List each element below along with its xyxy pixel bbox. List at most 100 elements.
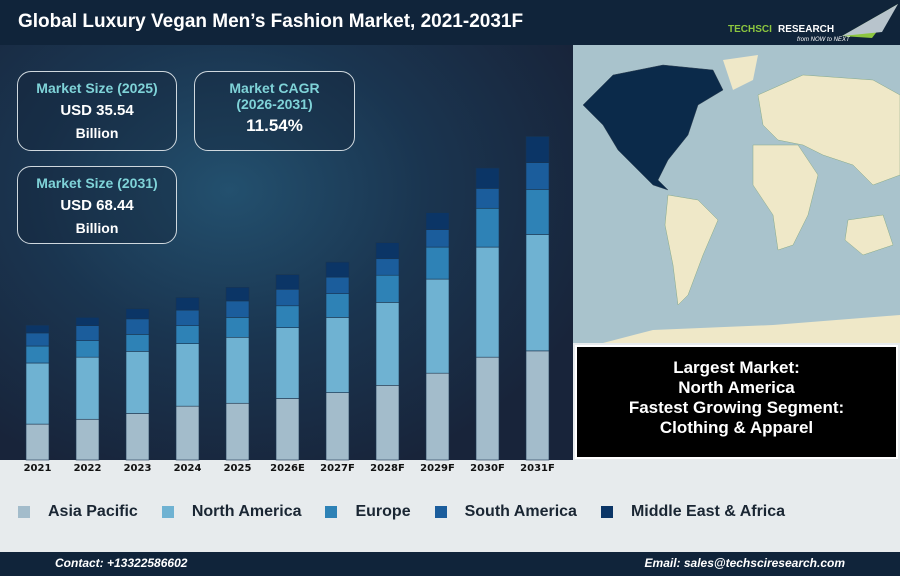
antarctica [603,315,900,343]
market-cagr-card: Market CAGR (2026-2031) 11.54% [194,71,355,151]
bar-segment-north-america-2024 [175,343,200,407]
bar-segment-middle-east-africa-2027F [325,261,350,278]
europe-asia [757,74,900,186]
legend-swatch [434,506,447,518]
svg-text:TECHSCI: TECHSCI [728,24,772,35]
bar-segment-north-america-2022 [75,356,100,420]
bar-segment-asia-pacific-2031F [525,350,550,461]
bar-segment-south-america-2027F [325,276,350,294]
bar-segment-asia-pacific-2021 [25,423,50,461]
market-size-2025-card: Market Size (2025) USD 35.54 Billion [17,71,177,151]
bar-segment-europe-2025 [225,317,250,338]
bar-segment-middle-east-africa-2022 [75,317,100,326]
bar-segment-middle-east-africa-2030F [475,167,500,189]
x-tick-label: 2021 [24,463,52,474]
legend-label: Middle East & Africa [630,503,786,520]
bar-segment-north-america-2027F [325,317,350,393]
bar-segment-south-america-2028F [375,258,400,276]
legend-item: North America [161,503,302,521]
contact-email: Email: sales@techsciresearch.com [644,556,845,570]
south-america [664,194,719,306]
bar-segment-asia-pacific-2030F [475,356,500,461]
bar-segment-asia-pacific-2026E [275,398,300,461]
x-tick-label: 2024 [174,463,202,474]
bar-segment-north-america-2025 [225,336,250,404]
card-value: 11.54% [246,116,303,135]
australia [844,214,894,256]
legend-swatch [161,506,174,518]
x-tick-label: 2023 [124,463,152,474]
card-label: Market Size (2031) [36,175,158,191]
x-tick-label: 2026E [270,463,305,474]
bar-segment-asia-pacific-2024 [175,405,200,461]
bar-segment-south-america-2024 [175,309,200,326]
card-value: USD 35.54 [60,102,134,119]
bar-segment-asia-pacific-2023 [125,413,150,461]
bar-segment-south-america-2026E [275,288,300,307]
bar-segment-middle-east-africa-2023 [125,308,150,320]
legend-label: South America [464,503,577,520]
card-label: Market CAGR [229,80,320,96]
world-map [573,45,900,343]
bar-segment-europe-2022 [75,340,100,358]
page-title: Global Luxury Vegan Men’s Fashion Market… [18,11,524,32]
bar-segment-south-america-2021 [25,332,50,347]
bar-segment-europe-2030F [475,207,500,248]
largest-market-label: Largest Market: [673,358,800,377]
bar-segment-south-america-2023 [125,318,150,335]
africa [752,144,819,251]
bar-segment-asia-pacific-2028F [375,385,400,461]
north-america-region [582,64,724,191]
bar-segment-south-america-2029F [425,229,450,248]
card-label: Market Size (2025) [36,80,158,96]
svg-text:RESEARCH: RESEARCH [778,24,834,35]
title-bar: Global Luxury Vegan Men’s Fashion Market… [0,0,900,45]
bar-segment-asia-pacific-2027F [325,392,350,461]
x-tick-label: 2022 [74,463,102,474]
contact-phone: Contact: +13322586602 [55,556,188,570]
x-tick-label: 2025 [224,463,252,474]
legend-item: Middle East & Africa [600,503,786,521]
footer: Contact: +13322586602 Email: sales@techs… [0,552,900,576]
legend-label: North America [191,503,302,520]
legend-swatch [600,506,613,518]
chart-legend: Asia Pacific North America Europe South Ame… [0,500,900,524]
bar-segment-europe-2028F [375,274,400,303]
bar-segment-middle-east-africa-2024 [175,297,200,311]
bar-segment-middle-east-africa-2029F [425,212,450,230]
bar-segment-south-america-2031F [525,162,550,190]
bar-segment-north-america-2023 [125,351,150,414]
bar-segment-europe-2029F [425,246,450,280]
largest-market-value: North America [678,378,795,397]
x-tick-label: 2027F [320,463,355,474]
bar-segment-europe-2031F [525,189,550,235]
bar-segment-middle-east-africa-2021 [25,324,50,334]
bar-segment-asia-pacific-2022 [75,418,100,461]
bar-segment-south-america-2025 [225,300,250,318]
bar-segment-europe-2026E [275,305,300,328]
legend-item: South America [434,503,577,521]
bar-segment-north-america-2030F [475,246,500,358]
bar-segment-middle-east-africa-2026E [275,274,300,290]
bar-segment-north-america-2031F [525,234,550,352]
x-tick-label: 2030F [470,463,505,474]
techsci-logo: TECHSCI RESEARCH from NOW to NEXT [728,4,898,43]
key-insights-box: Largest Market: North America Fastest Gr… [575,345,898,459]
card-value: USD 68.44 [60,197,134,214]
bar-segment-asia-pacific-2029F [425,372,450,461]
legend-swatch [325,506,338,518]
legend-swatch [18,506,30,518]
bar-segment-north-america-2021 [25,362,50,425]
x-tick-label: 2031F [520,463,555,474]
greenland [723,55,758,90]
bar-segment-europe-2027F [325,293,350,318]
bar-segment-north-america-2026E [275,327,300,399]
fastest-segment-label: Fastest Growing Segment: [628,398,845,417]
legend-item: Europe [325,503,411,521]
stacked-bar-chart: 2021 2022 2023 2024 2025 2026E 2027F 2028F 2029F… [24,136,555,474]
card-unit: Billion [75,125,119,141]
bar-segment-middle-east-africa-2025 [225,287,250,302]
x-tick-label: 2029F [420,463,455,474]
x-tick-label: 2028F [370,463,405,474]
card-period: (2026-2031) [236,96,313,112]
